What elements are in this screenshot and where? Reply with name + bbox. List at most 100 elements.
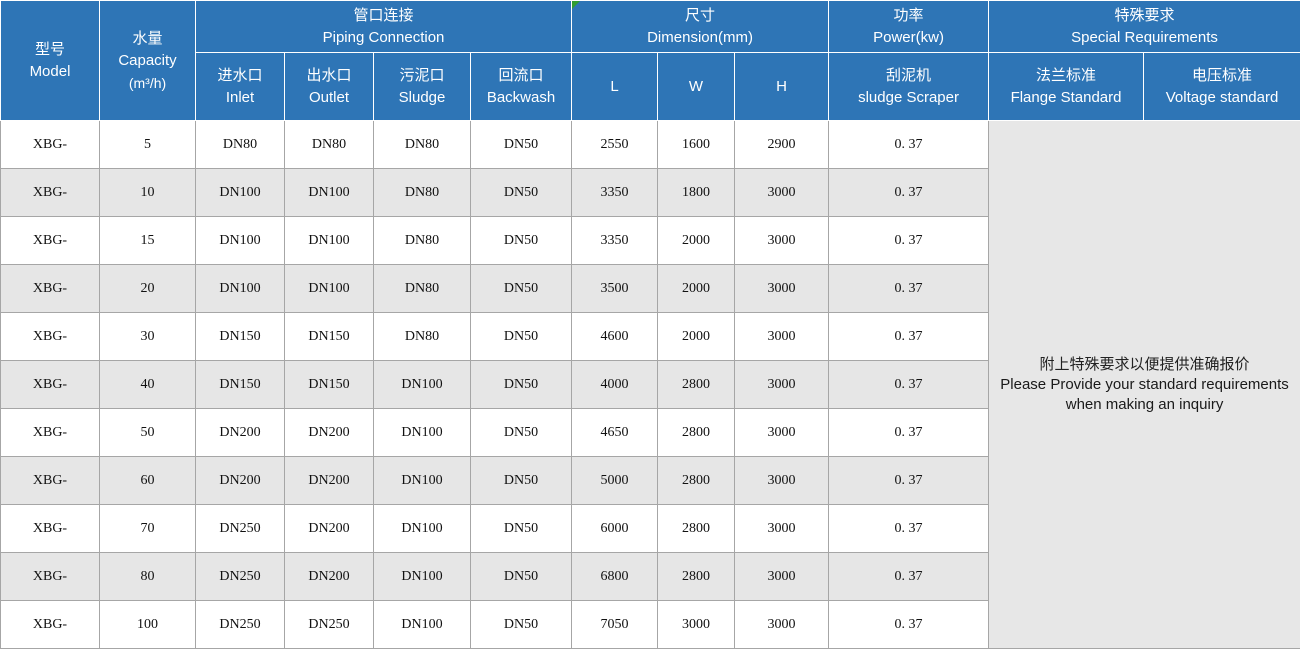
header-sludge-scraper: 刮泥机 sludge Scraper [829, 53, 989, 121]
cell-backwash: DN50 [471, 121, 572, 169]
cell-capacity: 20 [100, 265, 196, 313]
header-capacity: 水量 Capacity (m³/h) [100, 1, 196, 121]
cell-h: 3000 [735, 169, 829, 217]
cell-outlet: DN200 [285, 553, 374, 601]
cell-w: 2800 [658, 457, 735, 505]
cell-capacity: 15 [100, 217, 196, 265]
special-note-en-line2: when making an inquiry [995, 395, 1294, 415]
header-power-zh: 功率 [829, 5, 988, 27]
cell-outlet: DN200 [285, 457, 374, 505]
cell-h: 3000 [735, 505, 829, 553]
cell-sludge: DN80 [374, 313, 471, 361]
header-flange-standard: 法兰标准 Flange Standard [989, 53, 1144, 121]
cell-model: XBG- [1, 457, 100, 505]
header-backwash-en: Backwash [471, 87, 571, 109]
cell-sludge: DN100 [374, 361, 471, 409]
cell-sludge: DN80 [374, 169, 471, 217]
cell-capacity: 50 [100, 409, 196, 457]
cell-w: 2800 [658, 409, 735, 457]
cell-scraper: 0. 37 [829, 361, 989, 409]
cell-inlet: DN250 [196, 553, 285, 601]
cell-inlet: DN100 [196, 169, 285, 217]
cell-model: XBG- [1, 265, 100, 313]
cell-l: 4650 [572, 409, 658, 457]
cell-l: 7050 [572, 601, 658, 649]
cell-h: 2900 [735, 121, 829, 169]
header-sludge: 污泥口 Sludge [374, 53, 471, 121]
cell-model: XBG- [1, 217, 100, 265]
cell-inlet: DN80 [196, 121, 285, 169]
cell-sludge: DN100 [374, 409, 471, 457]
cell-sludge: DN80 [374, 217, 471, 265]
header-power-en: Power(kw) [829, 27, 988, 49]
header-dimension-en: Dimension(mm) [572, 27, 828, 49]
cell-h: 3000 [735, 409, 829, 457]
cell-w: 2800 [658, 505, 735, 553]
cell-h: 3000 [735, 265, 829, 313]
cell-backwash: DN50 [471, 169, 572, 217]
cell-backwash: DN50 [471, 217, 572, 265]
cell-w: 2800 [658, 553, 735, 601]
cell-outlet: DN200 [285, 505, 374, 553]
cell-comment-marker-icon [572, 1, 580, 9]
special-note-en-line1: Please Provide your standard requirement… [995, 375, 1294, 395]
cell-scraper: 0. 37 [829, 601, 989, 649]
cell-outlet: DN250 [285, 601, 374, 649]
cell-l: 3500 [572, 265, 658, 313]
header-model: 型号 Model [1, 1, 100, 121]
cell-model: XBG- [1, 169, 100, 217]
header-special-en: Special Requirements [989, 27, 1300, 49]
header-capacity-unit: (m³/h) [100, 72, 195, 94]
cell-scraper: 0. 37 [829, 217, 989, 265]
cell-backwash: DN50 [471, 601, 572, 649]
cell-sludge: DN100 [374, 601, 471, 649]
header-inlet-zh: 进水口 [196, 65, 284, 87]
header-capacity-zh: 水量 [100, 28, 195, 50]
cell-model: XBG- [1, 553, 100, 601]
cell-inlet: DN200 [196, 457, 285, 505]
cell-model: XBG- [1, 505, 100, 553]
cell-sludge: DN80 [374, 121, 471, 169]
cell-capacity: 80 [100, 553, 196, 601]
cell-l: 6000 [572, 505, 658, 553]
header-voltage-standard: 电压标准 Voltage standard [1144, 53, 1300, 121]
header-model-zh: 型号 [1, 39, 99, 61]
cell-backwash: DN50 [471, 361, 572, 409]
cell-capacity: 5 [100, 121, 196, 169]
cell-capacity: 70 [100, 505, 196, 553]
cell-model: XBG- [1, 361, 100, 409]
special-note-zh: 附上特殊要求以便提供准确报价 [995, 355, 1294, 375]
cell-w: 3000 [658, 601, 735, 649]
header-piping-zh: 管口连接 [196, 5, 571, 27]
cell-capacity: 10 [100, 169, 196, 217]
cell-l: 5000 [572, 457, 658, 505]
header-dimension: 尺寸 Dimension(mm) [572, 1, 829, 53]
header-outlet: 出水口 Outlet [285, 53, 374, 121]
header-outlet-zh: 出水口 [285, 65, 373, 87]
header-sludge-zh: 污泥口 [374, 65, 470, 87]
header-voltage-en: Voltage standard [1144, 87, 1300, 109]
header-special-zh: 特殊要求 [989, 5, 1300, 27]
cell-inlet: DN150 [196, 361, 285, 409]
cell-scraper: 0. 37 [829, 505, 989, 553]
header-scraper-en: sludge Scraper [829, 87, 988, 109]
header-piping-connection: 管口连接 Piping Connection [196, 1, 572, 53]
header-capacity-en: Capacity [100, 50, 195, 72]
cell-scraper: 0. 37 [829, 457, 989, 505]
header-model-en: Model [1, 61, 99, 83]
cell-w: 1800 [658, 169, 735, 217]
header-sludge-en: Sludge [374, 87, 470, 109]
cell-backwash: DN50 [471, 313, 572, 361]
cell-model: XBG- [1, 313, 100, 361]
cell-outlet: DN100 [285, 169, 374, 217]
cell-inlet: DN250 [196, 601, 285, 649]
cell-inlet: DN150 [196, 313, 285, 361]
cell-h: 3000 [735, 313, 829, 361]
header-dim-w: W [658, 53, 735, 121]
cell-inlet: DN100 [196, 265, 285, 313]
header-flange-en: Flange Standard [989, 87, 1143, 109]
cell-h: 3000 [735, 457, 829, 505]
cell-scraper: 0. 37 [829, 265, 989, 313]
cell-l: 2550 [572, 121, 658, 169]
